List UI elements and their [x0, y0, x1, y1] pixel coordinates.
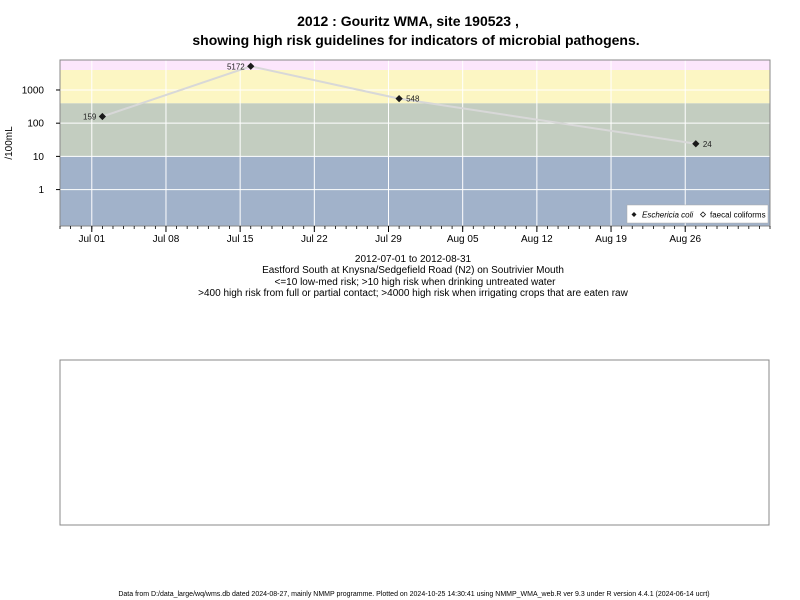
x-tick-label-0: Jul 01 [78, 234, 105, 245]
legend-ecoli-marker [631, 212, 637, 217]
chart-title-line1: 2012 : Gouritz WMA, site 190523 , [297, 13, 519, 29]
y-axis: 1 10 100 1000 [22, 85, 60, 196]
footer-note: Data from D:/data_large/wq/wms.db dated … [118, 591, 709, 598]
x-tick-label-1: Jul 08 [153, 234, 180, 245]
legend-faecal-label: faecal coliforms [710, 211, 766, 220]
empty-panel [59, 359, 770, 526]
data-point-0-0 [98, 112, 107, 121]
x-tick-label-8: Aug 26 [669, 234, 701, 245]
plot-frame [59, 59, 771, 227]
y-tick-label-0: 1 [38, 185, 44, 196]
risk-band-3 [60, 60, 770, 70]
y-tick-label-1: 10 [33, 152, 45, 163]
data-points [98, 62, 700, 148]
data-label-0-1: 5172 [227, 62, 245, 71]
y-axis-label: /100mL [4, 126, 15, 160]
legend: Eschericia coli faecal coliforms [626, 204, 769, 224]
x-tick-label-7: Aug 19 [595, 234, 627, 245]
legend-ecoli-label: Eschericia coli [642, 211, 693, 220]
data-point-0-3 [692, 140, 700, 148]
chart-title-line2: showing high risk guidelines for indicat… [192, 32, 639, 48]
risk-band-1 [60, 103, 770, 157]
series-lines [102, 65, 696, 145]
data-label-0-2: 548 [406, 95, 420, 104]
data-label-0-0: 159 [83, 112, 97, 121]
subtitle-contact-guideline: >400 high risk from full or partial cont… [198, 288, 628, 299]
x-tick-label-5: Aug 05 [447, 234, 479, 245]
risk-band-2 [60, 69, 770, 104]
legend-faecal-marker [699, 211, 707, 218]
y-tick-label-3: 1000 [22, 85, 45, 96]
x-tick-label-6: Aug 12 [521, 234, 553, 245]
data-labels: 159 5172 548 24 [83, 62, 712, 148]
x-tick-label-3: Jul 22 [301, 234, 328, 245]
subtitle-drinking-guideline: <=10 low-med risk; >10 high risk when dr… [275, 277, 557, 288]
data-point-0-2 [395, 95, 403, 103]
data-point-0-1 [247, 62, 255, 70]
x-axis: Jul 01 Jul 08 Jul 15 Jul 22 Jul 29 Aug 05 Aug … [59, 226, 771, 245]
x-tick-label-4: Jul 29 [375, 234, 402, 245]
series-line-0 [102, 65, 696, 145]
x-tick-label-2: Jul 15 [227, 234, 254, 245]
subtitle-date-range: 2012-07-01 to 2012-08-31 [355, 254, 472, 265]
subtitle-site: Eastford South at Knysna/Sedgefield Road… [262, 265, 564, 276]
y-tick-label-2: 100 [27, 119, 44, 130]
risk-bands [60, 60, 770, 226]
legend-box [626, 204, 769, 224]
data-label-0-3: 24 [703, 140, 712, 149]
